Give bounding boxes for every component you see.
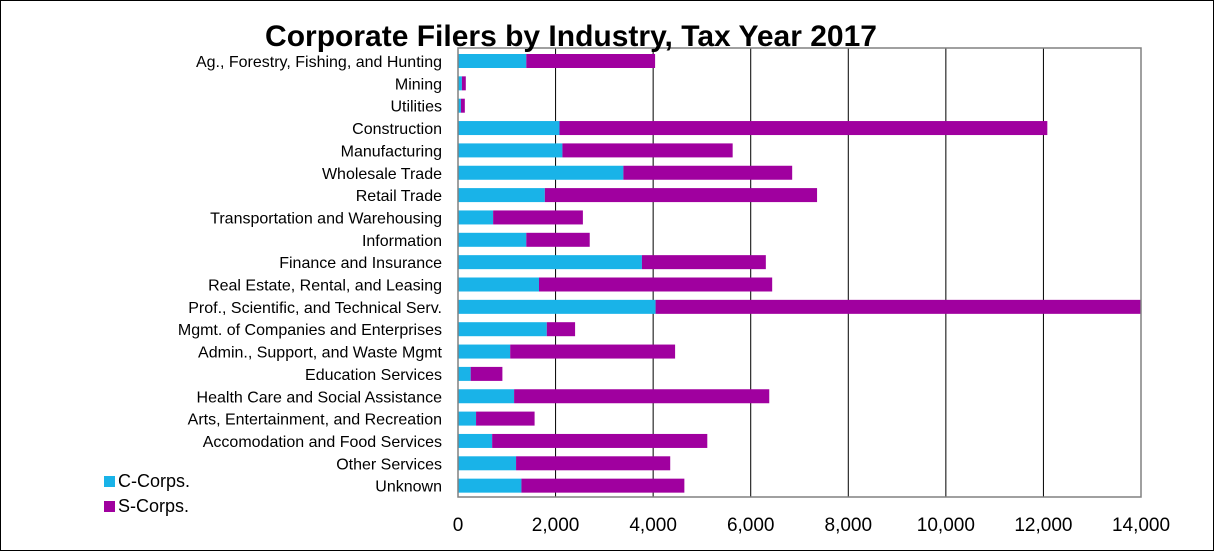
- legend-swatch-c-corps: [104, 476, 115, 487]
- bar-s-corps: [493, 210, 583, 225]
- category-label: Health Care and Social Assistance: [197, 389, 443, 406]
- category-label: Utilities: [390, 99, 442, 116]
- bar-s-corps: [476, 411, 535, 426]
- category-label: Other Services: [336, 456, 442, 473]
- bar-c-corps: [458, 411, 477, 426]
- bar-c-corps: [458, 299, 656, 314]
- bar-c-corps: [458, 389, 515, 404]
- category-label: Ag., Forestry, Fishing, and Hunting: [196, 54, 442, 71]
- category-label: Mining: [395, 76, 442, 93]
- legend-label-s-corps: S-Corps.: [118, 496, 189, 516]
- bar-s-corps: [538, 277, 773, 292]
- bar-s-corps: [641, 255, 766, 270]
- category-label: Retail Trade: [356, 188, 442, 205]
- bar-c-corps: [458, 143, 563, 158]
- category-label: Transportation and Warehousing: [210, 210, 442, 227]
- category-label: Accomodation and Food Services: [203, 434, 442, 451]
- category-label: Manufacturing: [341, 143, 442, 160]
- legend-swatch-s-corps: [104, 501, 115, 512]
- category-label: Admin., Support, and Waste Mgmt: [198, 345, 443, 362]
- x-tick-label: 12,000: [1014, 515, 1072, 536]
- bar-c-corps: [458, 344, 511, 359]
- category-label: Mgmt. of Companies and Enterprises: [178, 322, 442, 339]
- bar-c-corps: [458, 98, 461, 113]
- bar-c-corps: [458, 277, 539, 292]
- bar-c-corps: [458, 76, 462, 91]
- bar-s-corps: [546, 322, 576, 337]
- bar-s-corps: [623, 165, 793, 180]
- bar-s-corps: [521, 478, 685, 493]
- bar-s-corps: [544, 188, 818, 203]
- category-label: Real Estate, Rental, and Leasing: [208, 278, 442, 295]
- bar-c-corps: [458, 210, 494, 225]
- bar-s-corps: [460, 98, 465, 113]
- bar-c-corps: [458, 121, 560, 136]
- bars: [458, 54, 1141, 493]
- category-label: Prof., Scientific, and Technical Serv.: [188, 300, 442, 317]
- bar-c-corps: [458, 322, 547, 337]
- x-tick-label: 2,000: [532, 515, 580, 536]
- bar-c-corps: [458, 433, 493, 448]
- gridlines: [555, 48, 1044, 497]
- category-label: Construction: [352, 121, 442, 138]
- legend-label-c-corps: C-Corps.: [118, 471, 190, 491]
- bar-s-corps: [461, 76, 466, 91]
- category-label: Education Services: [305, 367, 442, 384]
- bar-s-corps: [526, 54, 656, 68]
- bar-s-corps: [510, 344, 676, 359]
- bar-s-corps: [514, 389, 770, 404]
- bar-s-corps: [655, 299, 1141, 314]
- x-tick-label: 8,000: [825, 515, 873, 536]
- bar-c-corps: [458, 188, 545, 203]
- category-label: Unknown: [375, 479, 442, 496]
- bar-s-corps: [470, 366, 503, 381]
- bar-s-corps: [559, 121, 1048, 136]
- x-tick-label: 4,000: [629, 515, 677, 536]
- category-label: Arts, Entertainment, and Recreation: [188, 412, 442, 429]
- x-tick-label: 0: [453, 515, 464, 536]
- bar-s-corps: [526, 232, 590, 247]
- bar-c-corps: [458, 478, 522, 493]
- category-label: Wholesale Trade: [322, 166, 442, 183]
- bar-c-corps: [458, 232, 527, 247]
- bar-c-corps: [458, 366, 471, 381]
- bar-s-corps: [562, 143, 733, 158]
- x-tick-label: 10,000: [917, 515, 975, 536]
- category-label: Information: [362, 233, 442, 250]
- bar-s-corps: [492, 433, 708, 448]
- bar-s-corps: [516, 456, 671, 471]
- bar-c-corps: [458, 255, 642, 270]
- bar-c-corps: [458, 54, 527, 68]
- x-tick-labels: 0 2,000 4,000 6,000 8,000 10,000 12,000 14,000: [453, 515, 1170, 536]
- category-labels: Ag., Forestry, Fishing, and Hunting Minin…: [178, 54, 443, 496]
- bar-c-corps: [458, 165, 624, 180]
- legend: C-Corps. S-Corps.: [104, 471, 190, 516]
- category-label: Finance and Insurance: [279, 255, 442, 272]
- chart-title: Corporate Filers by Industry, Tax Year 2…: [265, 20, 877, 53]
- x-tick-label: 6,000: [727, 515, 775, 536]
- x-tick-label: 14,000: [1112, 515, 1170, 536]
- plot-area-border: [457, 47, 1142, 498]
- bar-c-corps: [458, 456, 517, 471]
